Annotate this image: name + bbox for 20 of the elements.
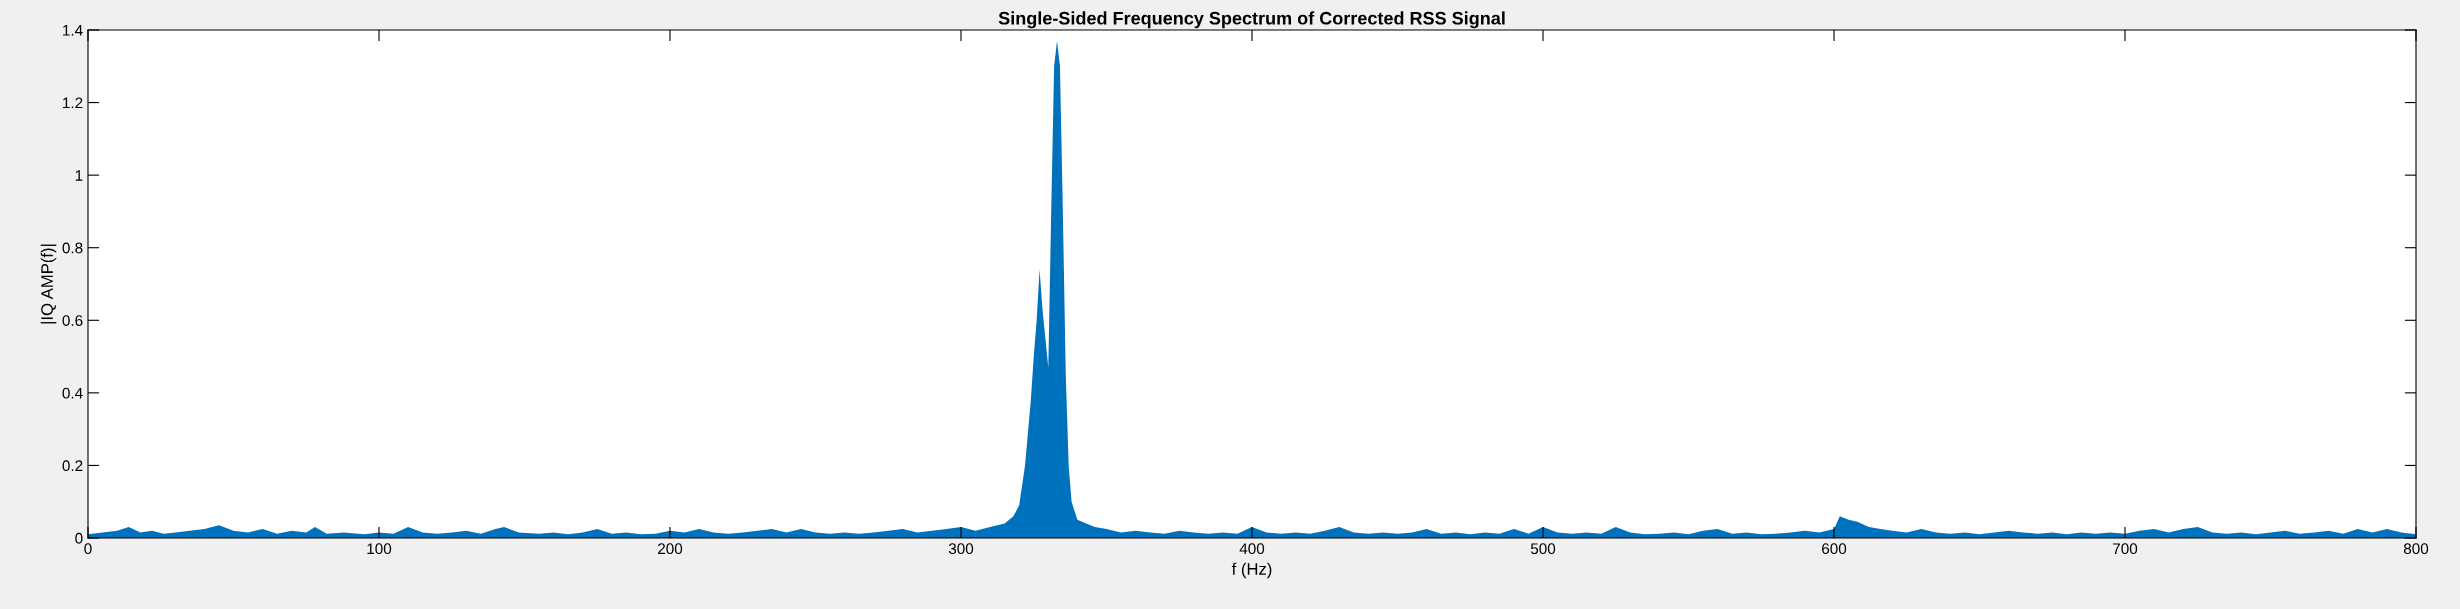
y-tick-label: 0.4 xyxy=(62,387,83,399)
chart-title: Single-Sided Frequency Spectrum of Corrected RSS Signal xyxy=(998,11,1505,29)
x-tick-label: 600 xyxy=(1822,543,1847,555)
y-tick-label: 1.2 xyxy=(63,97,83,109)
y-tick-label: 0 xyxy=(75,532,83,544)
x-tick-label: 100 xyxy=(367,543,392,555)
y-tick-label: 1 xyxy=(75,170,83,181)
y-tick-label: 0.2 xyxy=(62,460,83,472)
y-tick-label: 1.4 xyxy=(63,25,83,36)
y-axis-title: |IQ AMP(f)| xyxy=(40,244,57,324)
x-tick-label: 400 xyxy=(1239,543,1265,555)
x-tick-label: 700 xyxy=(2113,543,2138,555)
x-tick-label: 0 xyxy=(84,543,92,555)
y-tick-label: 0.8 xyxy=(62,242,83,254)
y-tick-label: 0.6 xyxy=(62,315,83,326)
x-axis-title: f (Hz) xyxy=(1231,562,1272,579)
x-tick-label: 500 xyxy=(1530,543,1556,555)
x-tick-label: 300 xyxy=(948,543,974,555)
x-tick-label: 800 xyxy=(2403,543,2429,555)
x-tick-label: 200 xyxy=(658,543,683,555)
